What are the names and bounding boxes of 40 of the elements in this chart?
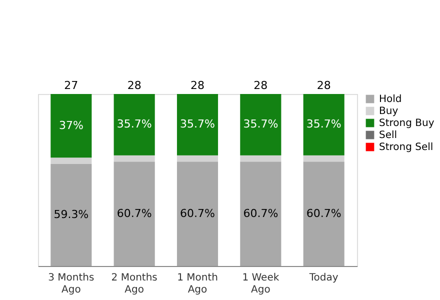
legend-label: Buy xyxy=(379,106,398,117)
data-label: 59.3% xyxy=(54,208,89,221)
bar xyxy=(240,162,282,266)
bar xyxy=(114,155,155,162)
bar xyxy=(114,94,155,156)
data-label: 60.7% xyxy=(306,206,342,220)
x-tick-label: 2 Months Ago xyxy=(111,272,158,296)
legend-label: Hold xyxy=(379,94,402,105)
legend-label: Sell xyxy=(379,130,398,141)
bar xyxy=(303,94,344,156)
data-label: 35.7% xyxy=(306,118,342,131)
text: 27 xyxy=(64,79,78,92)
data-label: 35.7% xyxy=(180,118,215,131)
bar xyxy=(176,94,218,156)
text: 28 xyxy=(127,79,142,92)
x-tick-label: 1 Month Ago xyxy=(177,272,218,296)
x-tick-label: Today xyxy=(308,272,338,284)
data-label: 60.7% xyxy=(243,206,278,220)
data-label: 35.7% xyxy=(116,118,152,131)
text: 28 xyxy=(254,79,268,92)
data-label: 60.7% xyxy=(116,206,152,220)
bar xyxy=(50,158,92,164)
text: 28 xyxy=(316,79,331,92)
bar xyxy=(240,155,282,162)
data-label: 37% xyxy=(58,118,84,132)
x-tick-label: 1 Week Ago xyxy=(242,272,280,296)
bar xyxy=(176,162,218,266)
bar xyxy=(50,94,92,158)
bar xyxy=(50,164,92,266)
bar xyxy=(240,94,282,156)
data-label: 60.7% xyxy=(180,206,215,220)
bar xyxy=(114,162,155,266)
data-label: 35.7% xyxy=(243,118,278,131)
bar xyxy=(176,155,218,162)
bar xyxy=(303,162,344,266)
legend-label: Strong Buy xyxy=(379,118,434,129)
legend-label: Strong Sell xyxy=(379,142,434,153)
text: 28 xyxy=(190,79,204,92)
x-tick-label: 3 Months Ago xyxy=(48,272,94,296)
bar xyxy=(303,155,344,162)
